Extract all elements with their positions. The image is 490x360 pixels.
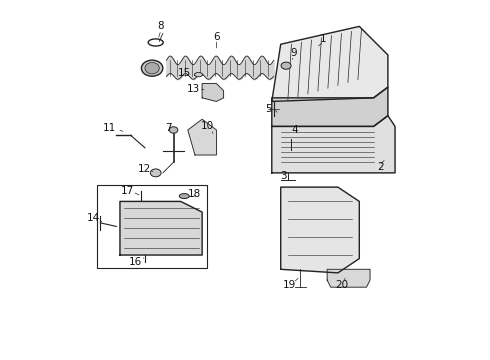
Text: 11: 11 [102, 123, 116, 133]
Text: 1: 1 [320, 34, 327, 44]
Polygon shape [272, 26, 388, 102]
Ellipse shape [145, 63, 159, 74]
Text: 9: 9 [290, 48, 296, 58]
Text: 14: 14 [87, 212, 100, 222]
Text: 16: 16 [128, 257, 142, 267]
Ellipse shape [142, 60, 163, 76]
Ellipse shape [169, 127, 178, 133]
Polygon shape [120, 202, 202, 255]
Text: 4: 4 [291, 125, 297, 135]
Text: 18: 18 [188, 189, 201, 199]
Text: 10: 10 [201, 121, 214, 131]
Text: 6: 6 [213, 32, 220, 42]
Polygon shape [272, 87, 388, 126]
Text: 19: 19 [283, 280, 296, 291]
Ellipse shape [179, 194, 189, 199]
Text: 20: 20 [335, 280, 348, 291]
Polygon shape [188, 119, 217, 155]
Text: 7: 7 [165, 123, 172, 133]
Polygon shape [202, 84, 223, 102]
Text: 13: 13 [187, 84, 200, 94]
Ellipse shape [281, 62, 291, 69]
Text: 12: 12 [138, 164, 151, 174]
Polygon shape [272, 116, 395, 173]
Text: 8: 8 [158, 21, 164, 31]
Text: 5: 5 [265, 104, 271, 113]
Text: 17: 17 [121, 186, 134, 196]
Polygon shape [281, 187, 359, 273]
Ellipse shape [195, 72, 202, 77]
Polygon shape [327, 269, 370, 287]
Ellipse shape [150, 169, 161, 177]
Text: 2: 2 [377, 162, 384, 172]
Text: 15: 15 [178, 68, 191, 78]
Text: 3: 3 [280, 171, 287, 181]
